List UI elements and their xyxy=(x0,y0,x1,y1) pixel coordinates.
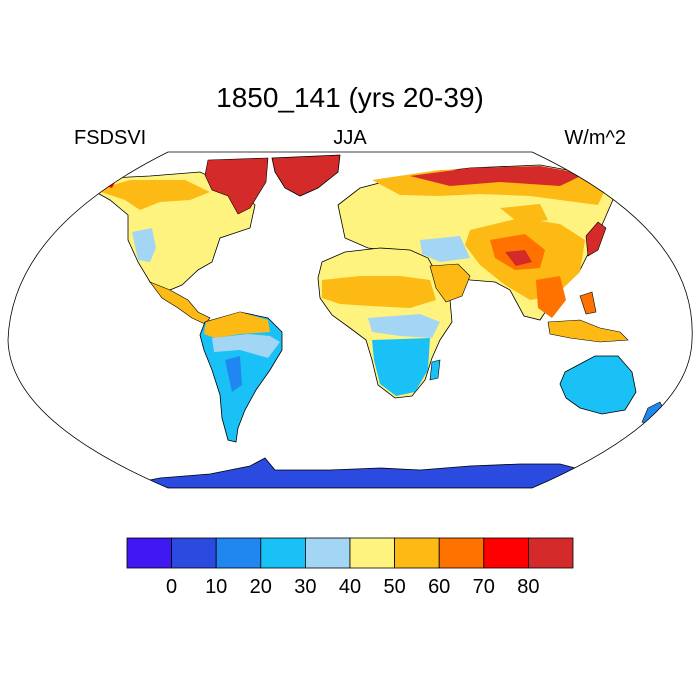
colorbar-tick-label: 30 xyxy=(294,576,317,598)
japan-region xyxy=(585,221,607,257)
greenland-region xyxy=(271,154,341,197)
colorbar-tick-label: 10 xyxy=(205,576,228,598)
new-zealand-region xyxy=(641,401,665,425)
tibet-core-region xyxy=(505,250,532,266)
south-america-warm-region xyxy=(204,312,270,338)
land-layer xyxy=(91,154,665,488)
australia-region xyxy=(559,355,637,415)
colorbar-swatch xyxy=(304,537,351,569)
central-asia-cool-region xyxy=(420,236,470,262)
colorbar-tick-label: 70 xyxy=(472,576,495,598)
central-america-region xyxy=(149,281,211,325)
sahara-warm-region xyxy=(322,276,436,308)
colorbar-tick-label: 80 xyxy=(517,576,540,598)
south-america-mild-region xyxy=(212,334,280,358)
north-america-cool-region xyxy=(132,228,156,262)
madagascar-region xyxy=(429,359,441,381)
colorbar-tick-label: 50 xyxy=(383,576,406,598)
colorbar-swatch xyxy=(528,537,574,569)
colorbar-tick-label: 0 xyxy=(166,576,178,598)
map-title: 1850_141 (yrs 20-39) xyxy=(216,82,484,113)
colorbar-swatch xyxy=(260,537,306,569)
indonesia-region xyxy=(547,319,629,343)
colorbar-swatch xyxy=(349,537,395,569)
colorbar-swatch xyxy=(171,537,217,569)
mongolia-warm-region xyxy=(500,204,548,224)
arabia-region xyxy=(429,263,471,303)
south-america-dark-region xyxy=(225,356,242,392)
colorbar-swatch xyxy=(394,537,440,569)
arctic-islands-region xyxy=(204,157,269,215)
colorbar-swatch xyxy=(215,537,262,569)
variable-label: FSDSVI xyxy=(74,127,147,149)
southeast-asia-hot-region xyxy=(536,276,566,318)
colorbar-tick-label: 40 xyxy=(338,576,362,598)
central-africa-cool-region xyxy=(368,314,440,338)
colorbar-tick-label: 20 xyxy=(249,576,272,598)
units-label: W/m^2 xyxy=(564,127,626,149)
southern-africa-region xyxy=(372,338,430,396)
map-border xyxy=(7,151,693,489)
colorbar-tick-label: 60 xyxy=(428,576,451,598)
colorbar-swatch xyxy=(126,537,172,569)
north-america-warm-region xyxy=(95,180,210,210)
colorbar-swatch xyxy=(483,537,529,569)
siberia-hot-region xyxy=(410,166,585,186)
colorbar-swatch xyxy=(438,537,485,569)
season-label: JJA xyxy=(333,127,367,149)
colorbar xyxy=(126,537,574,569)
antarctica-region xyxy=(99,457,601,488)
philippines-region xyxy=(579,291,597,315)
